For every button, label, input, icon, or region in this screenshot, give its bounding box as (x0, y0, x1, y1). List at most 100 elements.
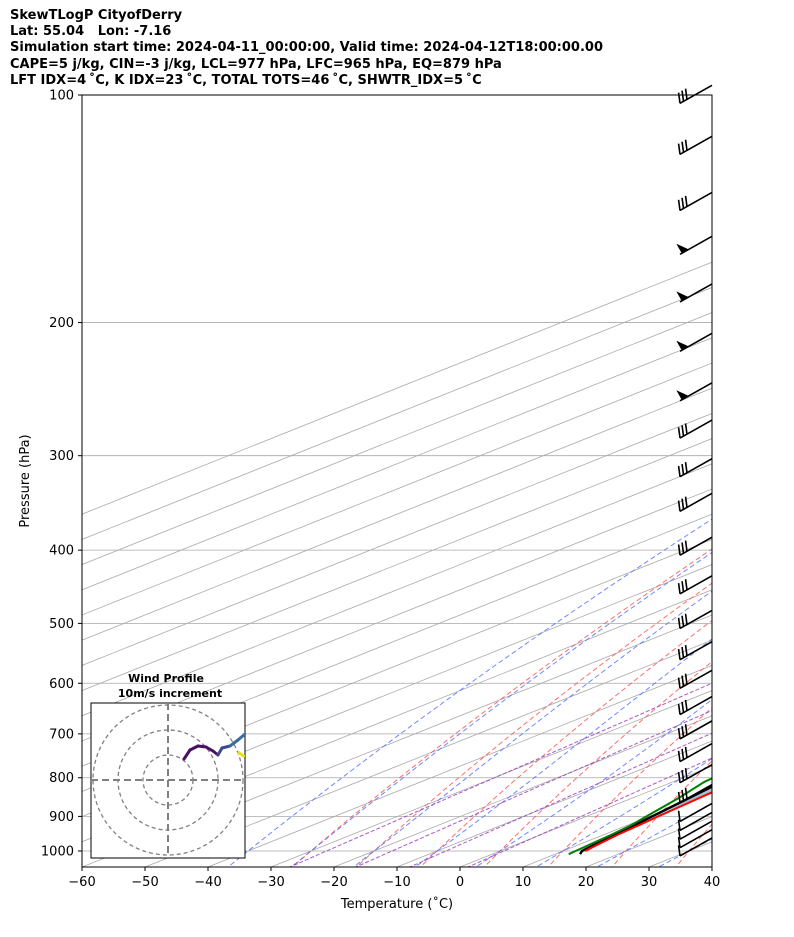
x-tick-label: −50 (131, 875, 158, 890)
chart-header: SkewTLogP CityofDerry Lat: 55.04 Lon: -7.… (10, 8, 603, 89)
moist-adiabat (535, 757, 712, 867)
x-tick-label: 40 (704, 875, 721, 890)
wind-barb (677, 811, 713, 832)
isotherm-line (767, 78, 794, 870)
isotherm-line (143, 639, 712, 867)
inset-subtitle: 10m/s increment (118, 687, 222, 700)
x-tick-label: 20 (578, 875, 595, 890)
x-tick-label: −30 (257, 875, 284, 890)
moist-adiabat (227, 518, 712, 867)
dry-adiabat (483, 661, 712, 867)
x-tick-label: 30 (641, 875, 658, 890)
isotherm-line (521, 790, 712, 867)
wind-barb (677, 135, 713, 156)
mixing-ratio-line (408, 732, 712, 867)
wind-barb (677, 837, 713, 857)
y-tick-label: 200 (49, 316, 74, 331)
isotherm-line (82, 438, 712, 692)
isotherm-line (269, 690, 712, 867)
wind-barb (677, 802, 713, 823)
isotherm-line (82, 312, 712, 566)
y-tick-label: 500 (49, 617, 74, 632)
wind-barb (677, 695, 713, 716)
x-tick-label: 0 (456, 875, 464, 890)
time-line: Simulation start time: 2024-04-11_00:00:… (10, 40, 603, 56)
moist-adiabat (714, 78, 794, 870)
isotherm-line (710, 866, 712, 867)
isotherm-line (82, 387, 712, 641)
wind-profile-inset: Wind Profile 10m/s increment (90, 672, 246, 859)
hodograph-segment (237, 750, 245, 759)
isotherm-line (332, 715, 712, 867)
moist-adiabat (474, 698, 712, 867)
wind-barb (677, 742, 713, 763)
y-tick-label: 300 (49, 449, 74, 464)
isotherm-line (82, 488, 712, 742)
axis-ticks: −60 −50 −40 −30 −20 −10 0 10 20 30 40 100 200 300 400 5… (41, 89, 720, 891)
x-tick-label: −40 (194, 875, 221, 890)
isotherm-line (82, 362, 712, 616)
wind-barb (677, 609, 713, 630)
isotherm-line (82, 564, 712, 818)
parcel-profile-line (579, 785, 712, 855)
moist-adiabat (657, 838, 712, 867)
moist-adiabat (352, 590, 712, 867)
wind-barb (677, 828, 713, 849)
isotherm-line (82, 286, 712, 540)
mixing-ratio-line (354, 709, 712, 867)
wind-barb (677, 84, 713, 104)
moist-adiabat (290, 551, 712, 867)
moist-adiabat (414, 638, 712, 867)
dry-adiabat (291, 548, 712, 867)
moist-adiabat (596, 802, 712, 867)
y-tick-label: 600 (49, 677, 74, 692)
wind-barb (677, 458, 713, 478)
isotherm-line (206, 664, 712, 867)
y-tick-label: 1000 (41, 844, 74, 859)
wind-barb (677, 575, 713, 595)
wind-barb (677, 783, 713, 804)
isotherm-line (82, 337, 712, 591)
location-line: Lat: 55.04 Lon: -7.16 (10, 24, 172, 40)
isotherm-line (395, 740, 712, 867)
wind-barb (676, 382, 713, 402)
dry-adiabat (547, 707, 712, 867)
dry-adiabat (419, 619, 712, 867)
wind-barb (677, 492, 713, 513)
x-tick-label: −60 (68, 875, 95, 890)
mixing-ratio-line (288, 682, 712, 867)
hodograph-segment (236, 732, 245, 742)
y-tick-label: 700 (49, 727, 74, 742)
wind-barb (677, 720, 713, 740)
x-tick-label: −10 (383, 875, 410, 890)
isotherm-line (82, 412, 712, 666)
wind-barb (677, 820, 713, 840)
wind-barb (677, 641, 713, 661)
y-tick-label: 400 (49, 544, 74, 559)
wind-barb (676, 283, 713, 303)
hodograph-segment (182, 748, 192, 761)
mixing-ratio-line (466, 757, 712, 867)
wind-barb (676, 332, 713, 353)
index-line: LFT IDX=4 ˚C, K IDX=23 ˚C, TOTAL TOTS=46… (10, 72, 482, 88)
dry-adiabat (355, 582, 712, 867)
wind-barb (677, 669, 713, 689)
y-tick-label: 100 (49, 89, 74, 104)
wind-barb (676, 235, 713, 256)
isotherm-line (82, 589, 712, 843)
y-axis-label: Pressure (hPa) (18, 434, 33, 527)
wind-barb (677, 536, 713, 556)
hodograph-segment (228, 738, 240, 748)
cape-line: CAPE=5 j/kg, CIN=-3 j/kg, LCL=977 hPa, L… (10, 56, 502, 72)
x-axis-label: Temperature (˚C) (340, 896, 453, 912)
x-tick-label: −20 (320, 875, 347, 890)
wind-barbs (676, 84, 713, 857)
inset-title: Wind Profile (128, 672, 204, 685)
x-tick-label: 10 (515, 875, 532, 890)
dewpoint-profile-line (568, 777, 712, 856)
dry-adiabat (611, 760, 712, 867)
wind-barb (677, 419, 713, 439)
y-tick-label: 900 (49, 810, 74, 825)
dry-adiabat (675, 823, 712, 867)
